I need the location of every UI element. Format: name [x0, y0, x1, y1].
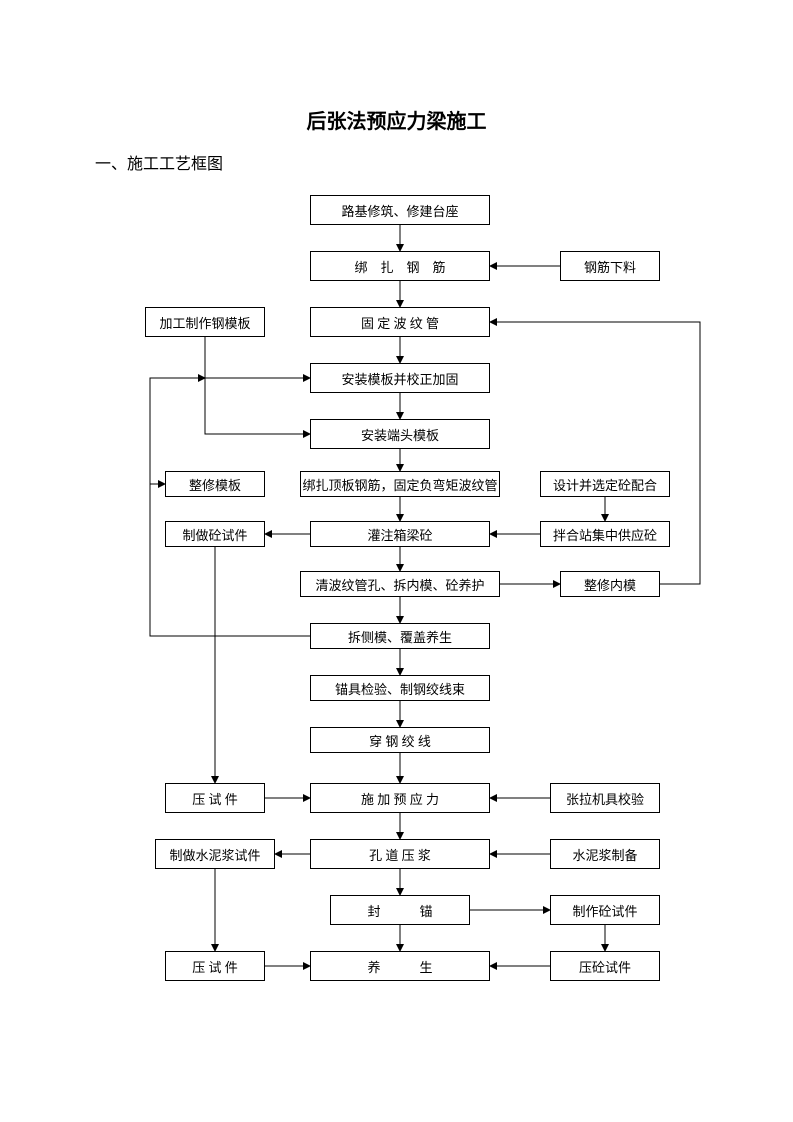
flow-box-r15: 压砼试件	[550, 951, 660, 981]
flow-box-n13: 孔 道 压 浆	[310, 839, 490, 869]
flow-box-l12: 压 试 件	[165, 783, 265, 813]
flow-box-l7: 制做砼试件	[165, 521, 265, 547]
flow-box-n12: 施 加 预 应 力	[310, 783, 490, 813]
flow-box-n15: 养 生	[310, 951, 490, 981]
flow-box-n10: 锚具检验、制钢绞线束	[310, 675, 490, 701]
flow-box-n11: 穿 钢 绞 线	[310, 727, 490, 753]
flow-box-r13: 水泥浆制备	[550, 839, 660, 869]
flow-box-r7: 拌合站集中供应砼	[540, 521, 670, 547]
flow-box-n4: 安装模板并校正加固	[310, 363, 490, 393]
flow-box-l3: 加工制作钢模板	[145, 307, 265, 337]
flow-box-n5: 安装端头模板	[310, 419, 490, 449]
flow-box-r12: 张拉机具校验	[550, 783, 660, 813]
flow-box-n2: 绑 扎 钢 筋	[310, 251, 490, 281]
flow-box-r6: 设计并选定砼配合	[540, 471, 670, 497]
flow-box-r14: 制作砼试件	[550, 895, 660, 925]
flow-box-l13: 制做水泥浆试件	[155, 839, 275, 869]
flow-box-l15: 压 试 件	[165, 951, 265, 981]
flow-box-n9: 拆侧模、覆盖养生	[310, 623, 490, 649]
page-title: 后张法预应力梁施工	[0, 105, 793, 134]
flow-box-n14: 封 锚	[330, 895, 470, 925]
flow-box-n3: 固 定 波 纹 管	[310, 307, 490, 337]
page: 后张法预应力梁施工 一、施工工艺框图 路基修筑、修建台座绑 扎 钢 筋 钢筋下料加…	[0, 0, 793, 1122]
flow-box-n1: 路基修筑、修建台座	[310, 195, 490, 225]
flow-box-n8: 清波纹管孔、拆内模、砼养护	[300, 571, 500, 597]
flow-box-l6: 整修模板	[165, 471, 265, 497]
flow-box-n6: 绑扎顶板钢筋，固定负弯矩波纹管	[300, 471, 500, 497]
flow-box-r2: 钢筋下料	[560, 251, 660, 281]
flow-box-r8: 整修内模	[560, 571, 660, 597]
section-heading: 一、施工工艺框图	[95, 150, 223, 174]
flow-box-n7: 灌注箱梁砼	[310, 521, 490, 547]
